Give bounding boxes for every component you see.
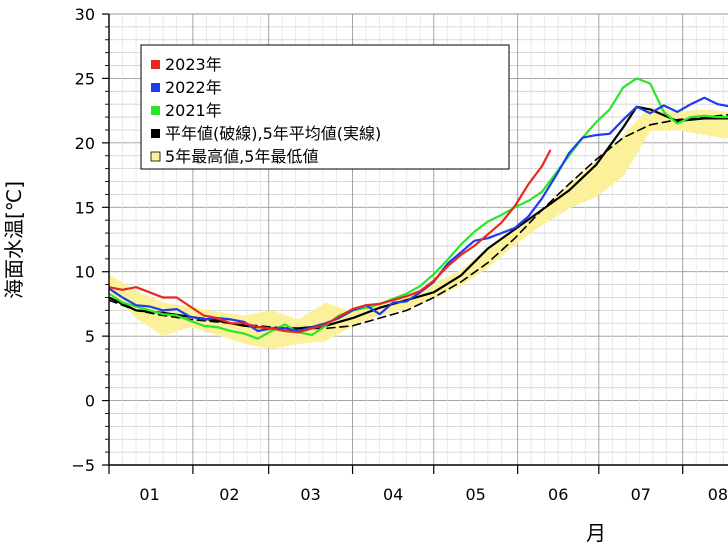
y-axis-title: 海面水温[℃] [2,181,26,299]
y-tick-label: 5 [85,327,95,346]
x-tick-label: 05 [466,485,486,504]
axes [102,13,728,474]
x-tick-label: 08 [708,485,728,504]
y-tick-label: 15 [75,198,95,217]
legend-label-normal-average: 平年値(破線),5年平均値(実線) [165,124,381,143]
legend-swatch-max-min [150,151,161,162]
legend-swatch-normal-average [151,129,160,138]
x-tick-label: 06 [548,485,568,504]
series-line-4 [109,114,728,330]
y-tick-label: −5 [71,456,95,475]
legend: 2023年 2022年 2021年 平年値(破線),5年平均値(実線) 5年最高… [140,44,510,170]
legend-label-max-min: 5年最高値,5年最低値 [165,147,318,166]
x-axis-title: 月 [586,521,606,545]
series-line-1 [109,96,728,333]
legend-swatch-2023 [151,60,160,69]
band-layer [109,106,728,349]
legend-swatch-2021 [151,106,160,115]
x-tick-label: 02 [219,485,239,504]
x-tick-label: 03 [300,485,320,504]
tick-labels: 30 25 20 15 10 5 0 −5 01 02 03 04 05 06 07 08 [71,5,728,504]
legend-label-2022: 2022年 [165,78,222,97]
legend-box [140,44,510,170]
legend-label-2023: 2023年 [165,55,222,74]
y-tick-label: 20 [75,134,95,153]
x-tick-label: 01 [139,485,159,504]
legend-label-2021: 2021年 [165,101,222,120]
x-tick-label: 07 [631,485,651,504]
series-layer [109,77,728,340]
y-tick-label: 25 [75,69,95,88]
y-tick-label: 10 [75,263,95,282]
series-line-0 [109,149,552,334]
band-max-min [109,106,728,349]
legend-swatch-2022 [151,83,160,92]
x-tick-label: 04 [383,485,403,504]
y-tick-label: 30 [75,5,95,24]
series-line-2 [109,77,728,340]
y-tick-label: 0 [85,392,95,411]
